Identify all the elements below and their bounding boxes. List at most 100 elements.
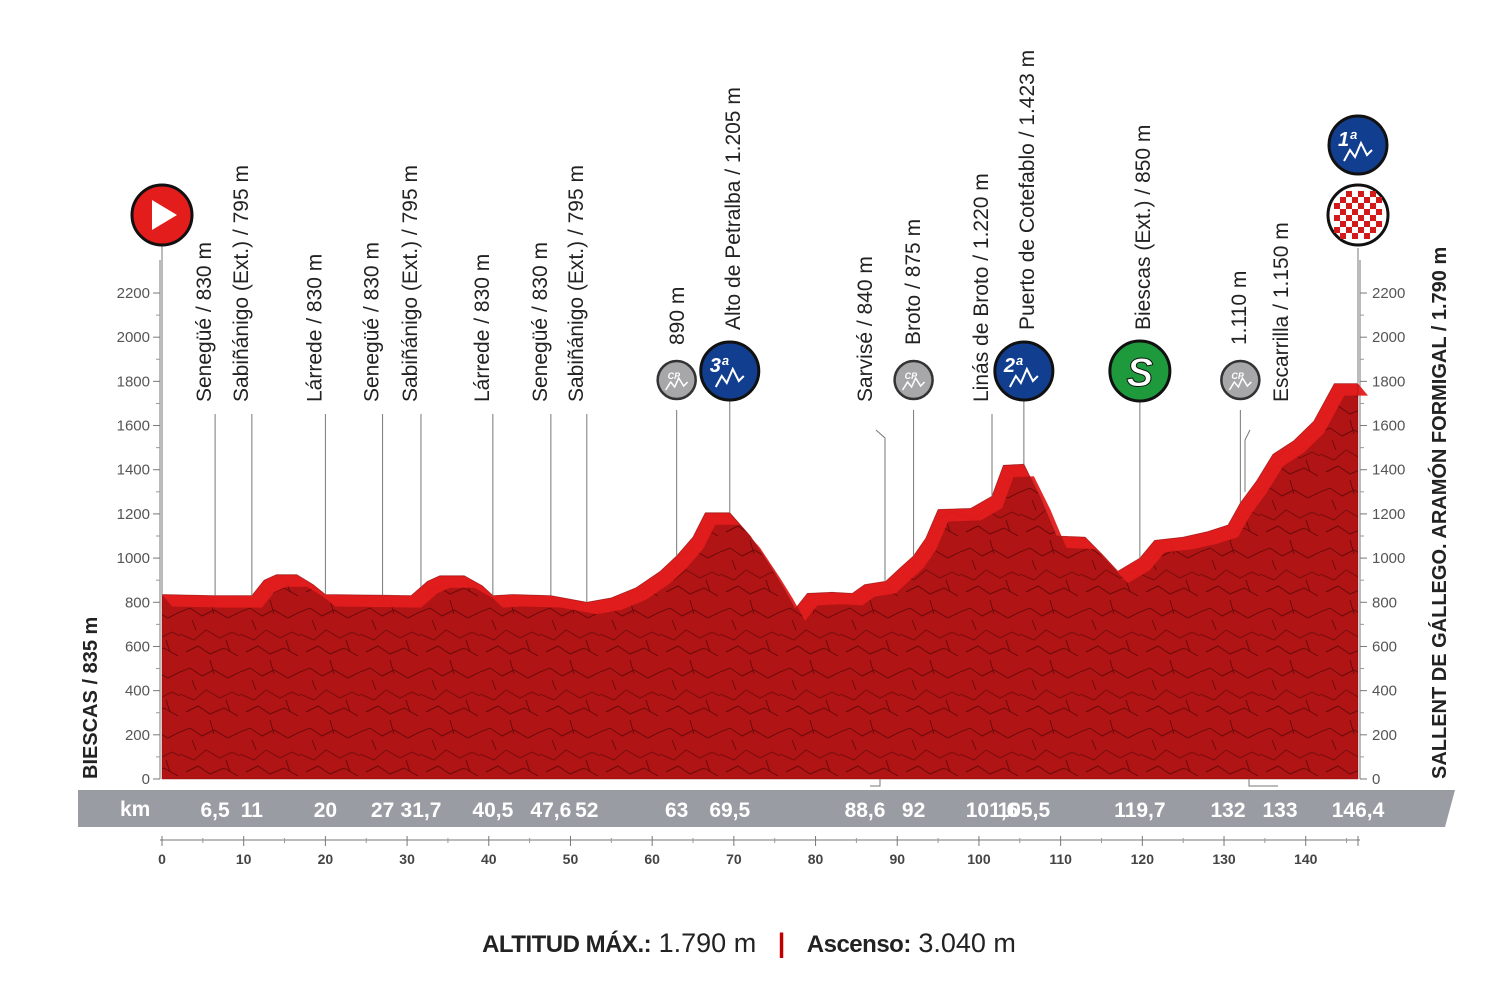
finish-flag-square bbox=[1376, 209, 1382, 215]
profile-outline bbox=[161, 383, 1359, 780]
y-tick-label-left: 2200 bbox=[117, 285, 150, 302]
finish-flag-square bbox=[1358, 203, 1364, 209]
finish-flag-square bbox=[1334, 227, 1340, 233]
km-band-label: 63 bbox=[665, 799, 688, 822]
finish-flag-square bbox=[1364, 221, 1370, 227]
elevation-profile bbox=[161, 383, 1368, 780]
km-band-label: 119,7 bbox=[1114, 799, 1165, 822]
checkpoint-icon-text: CP bbox=[905, 371, 918, 381]
x-tick-label: 120 bbox=[1131, 851, 1155, 867]
y-tick-label-left: 200 bbox=[125, 727, 150, 744]
km-band-label: 20 bbox=[314, 799, 337, 822]
waypoint-label: Senegüé / 830 m bbox=[193, 242, 216, 402]
profile-area bbox=[162, 383, 1358, 779]
km-band-label: 146,4 bbox=[1332, 799, 1385, 822]
y-axis-right: 0 200 400 600 800 1000 1200 1400 1600 1800 2000 220… bbox=[1359, 260, 1405, 788]
waypoint-label: Sabiñánigo (Ext.) / 795 m bbox=[565, 165, 588, 402]
km-band-label: 105,5 bbox=[998, 799, 1051, 822]
finish-flag-square bbox=[1364, 197, 1370, 203]
finish-flag-square bbox=[1346, 227, 1352, 233]
y-tick-label-left: 1600 bbox=[117, 418, 150, 435]
y-tick-label-right: 400 bbox=[1372, 683, 1397, 700]
sprint-icon-text: S bbox=[1127, 351, 1154, 395]
finish-flag-square bbox=[1358, 191, 1364, 197]
x-tick-label: 70 bbox=[726, 851, 742, 867]
finish-flag-square bbox=[1364, 233, 1370, 239]
finish-flag-square bbox=[1346, 203, 1352, 209]
kom-icon-mountains bbox=[1008, 366, 1039, 388]
km-band-label: 27 bbox=[371, 799, 394, 822]
y-tick-label-left: 800 bbox=[125, 594, 150, 611]
waypoint-connector bbox=[870, 779, 881, 787]
y-tick-label-right: 0 bbox=[1372, 771, 1380, 788]
finish-flag-square bbox=[1340, 197, 1346, 203]
finish-flag-icon bbox=[1326, 183, 1390, 247]
waypoint-label: Lárrede / 830 m bbox=[471, 254, 494, 402]
waypoint-label: Sabiñánigo (Ext.) / 795 m bbox=[230, 165, 253, 402]
start-town-label: BIESCAS / 835 m bbox=[80, 617, 102, 779]
waypoint-label: Lárrede / 830 m bbox=[303, 254, 326, 402]
y-tick-label-left: 0 bbox=[142, 771, 150, 788]
checkpoint-icon bbox=[893, 359, 934, 401]
km-band-label: 69,5 bbox=[709, 799, 750, 822]
y-tick-label-left: 1800 bbox=[117, 373, 150, 390]
start-icon bbox=[130, 183, 194, 596]
start-play-icon bbox=[152, 200, 177, 230]
stage-summary: ALTITUD MÁX.: 1.790 m | Ascenso: 3.040 m bbox=[0, 928, 1498, 959]
y-tick-label-right: 1400 bbox=[1372, 462, 1405, 479]
checkpoint-icon-mountains bbox=[1228, 376, 1252, 391]
x-tick-label: 80 bbox=[808, 851, 824, 867]
waypoint-label: Sabiñánigo (Ext.) / 795 m bbox=[399, 165, 422, 402]
finish-town-label: SALLENT DE GÁLLEGO. ARAMÓN FORMIGAL / 1.… bbox=[1427, 247, 1451, 779]
checkpoint-icon bbox=[1220, 359, 1261, 401]
waypoint-label: Sarvisé / 840 m bbox=[854, 256, 877, 402]
km-band: km 6,5 11 20 27 31,7 40,5 47,6 52 63 69,5 88,6 92 101… bbox=[78, 790, 1455, 827]
finish-flag-square bbox=[1346, 191, 1352, 197]
finish-flag-square bbox=[1340, 221, 1346, 227]
km-band-label: 101,6 bbox=[966, 799, 1019, 822]
finish-flag-square bbox=[1352, 221, 1358, 227]
finish-flag-square bbox=[1376, 197, 1382, 203]
waypoint-label: Puerto de Cotefablo / 1.423 m bbox=[1016, 50, 1039, 330]
kom1-icon bbox=[1327, 114, 1389, 176]
finish-flag-square bbox=[1346, 215, 1352, 221]
finish-flag-square bbox=[1358, 215, 1364, 221]
km-band-label: 31,7 bbox=[401, 799, 442, 822]
y-tick-label-left: 1200 bbox=[117, 506, 150, 523]
max-altitude-value: 1.790 m bbox=[658, 928, 757, 958]
km-band-label: 133 bbox=[1262, 799, 1297, 822]
y-tick-label-right: 600 bbox=[1372, 638, 1397, 655]
max-altitude-label: ALTITUD MÁX.: bbox=[482, 931, 652, 958]
finish-flag-square bbox=[1370, 191, 1376, 197]
finish-flag-square bbox=[1334, 215, 1340, 221]
x-tick-label: 130 bbox=[1212, 851, 1236, 867]
waypoint-lines bbox=[214, 248, 1359, 787]
y-tick-label-right: 1600 bbox=[1372, 418, 1405, 435]
y-tick-label-left: 400 bbox=[125, 683, 150, 700]
km-band-label: 40,5 bbox=[472, 799, 513, 822]
finish-flag-square bbox=[1352, 233, 1358, 239]
finish-flag-square bbox=[1370, 203, 1376, 209]
y-tick-label-right: 800 bbox=[1372, 594, 1397, 611]
finish-flag-square bbox=[1340, 233, 1346, 239]
x-tick-label: 30 bbox=[399, 851, 415, 867]
waypoint-labels: Senegüé / 830 m Sabiñánigo (Ext.) / 795 m… bbox=[193, 50, 1293, 402]
finish-flag-square bbox=[1370, 215, 1376, 221]
summary-separator: | bbox=[777, 928, 786, 958]
x-tick-label: 140 bbox=[1294, 851, 1318, 867]
x-tick-label: 110 bbox=[1049, 851, 1072, 867]
km-band-label: 88,6 bbox=[845, 799, 886, 822]
km-band-label: 132 bbox=[1210, 799, 1245, 822]
waypoint-label: Broto / 875 m bbox=[902, 219, 925, 345]
waypoint-connector bbox=[1248, 779, 1278, 787]
waypoint-label: Alto de Petralba / 1.205 m bbox=[722, 87, 745, 330]
x-tick-label: 0 bbox=[158, 851, 166, 867]
checkpoint-icon bbox=[656, 359, 697, 401]
km-band-label: 11 bbox=[241, 799, 264, 822]
finish-flag-square bbox=[1352, 197, 1358, 203]
waypoint-label: Senegüé / 830 m bbox=[529, 242, 552, 402]
ascent-label: Ascenso: bbox=[806, 931, 912, 958]
y-tick-label-right: 1000 bbox=[1372, 550, 1405, 567]
x-tick-label: 20 bbox=[318, 851, 334, 867]
